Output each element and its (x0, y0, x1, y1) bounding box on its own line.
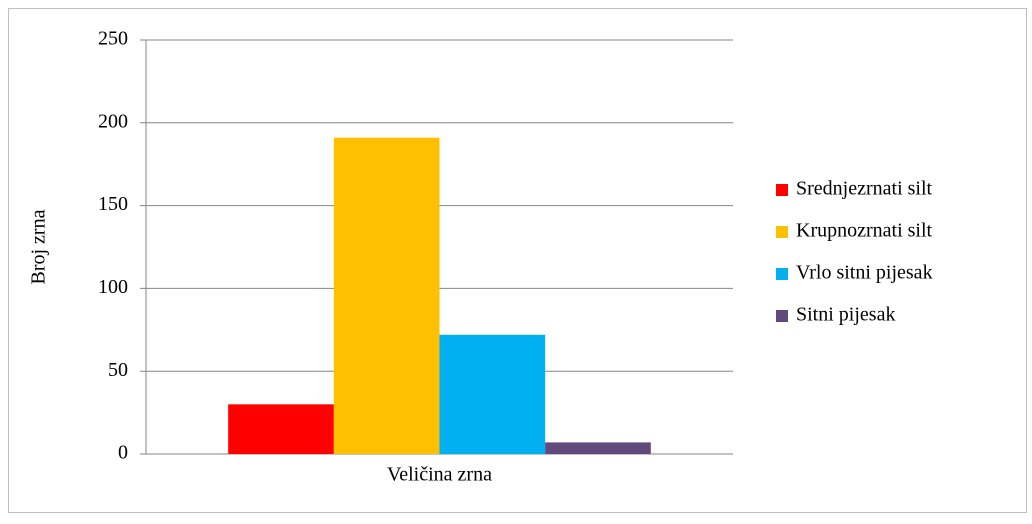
y-tick-label: 200 (98, 110, 128, 132)
y-tick-label: 50 (108, 359, 128, 381)
x-tick-label: Veličina zrna (387, 464, 492, 486)
legend-label: Vrlo sitni pijesak (796, 262, 933, 284)
bar (545, 442, 651, 454)
bar (228, 404, 334, 454)
legend-swatch (776, 184, 788, 196)
legend-label: Krupnozrnati silt (796, 220, 933, 242)
y-tick-label: 150 (98, 193, 128, 215)
bar (333, 137, 440, 455)
bar (439, 334, 546, 454)
legend-swatch (776, 268, 788, 280)
legend-swatch (776, 226, 788, 238)
y-tick-label: 250 (98, 28, 128, 50)
y-tick-label: 100 (98, 276, 128, 298)
y-axis-label: Broj zrna (28, 209, 50, 284)
legend-label: Srednjezrnati silt (796, 178, 933, 200)
legend-label: Sitni pijesak (796, 304, 895, 326)
y-tick-label: 0 (118, 442, 128, 464)
legend-swatch (776, 310, 788, 322)
